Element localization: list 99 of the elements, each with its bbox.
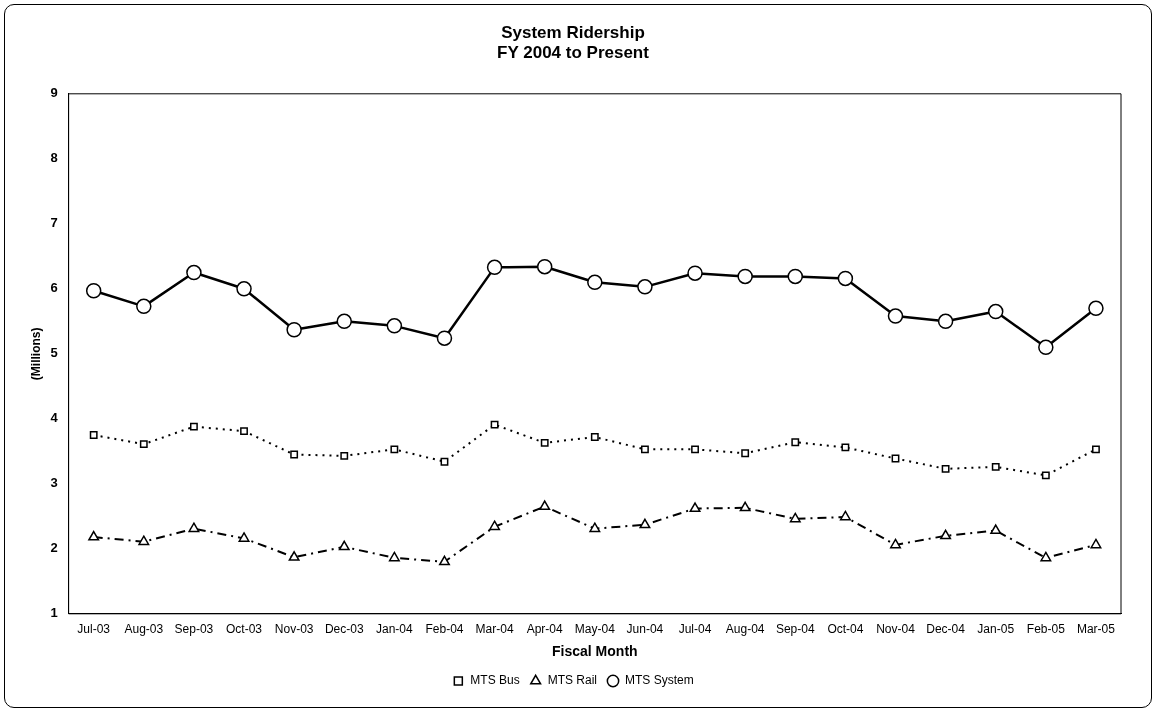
y-tick-label: 3: [50, 475, 58, 491]
x-tick-label: Nov-03: [274, 622, 314, 637]
point: [288, 551, 300, 561]
x-tick-label: Aug-03: [124, 622, 164, 637]
point: [837, 270, 854, 287]
x-tick-label: Feb-05: [1026, 622, 1066, 637]
point: [236, 281, 252, 297]
x-axis-title: Fiscal Month: [552, 643, 638, 660]
point: [987, 303, 1004, 320]
point: [286, 322, 302, 338]
point: [539, 500, 551, 511]
x-tick-label: Jan-05: [977, 622, 1015, 637]
point: [787, 268, 804, 285]
point: [841, 443, 850, 452]
point: [991, 462, 1000, 471]
point: [1088, 300, 1104, 317]
y-tick-label: 8: [50, 150, 58, 166]
x-tick-label: Apr-04: [526, 622, 564, 637]
point: [789, 512, 801, 523]
x-tick-label: Jul-04: [678, 622, 712, 637]
point: [687, 265, 703, 281]
point: [188, 522, 200, 533]
x-tick-label: Nov-04: [876, 622, 916, 637]
point: [486, 259, 503, 276]
x-tick-label: Jul-03: [77, 622, 111, 637]
point: [887, 308, 904, 324]
y-tick-label: 5: [50, 345, 58, 361]
point: [440, 457, 449, 466]
point: [590, 433, 599, 441]
point: [941, 464, 950, 473]
point: [436, 330, 453, 346]
point: [536, 258, 553, 275]
point: [540, 438, 549, 447]
x-tick-label: Jan-04: [376, 622, 414, 637]
x-tick-label: Feb-04: [425, 622, 464, 637]
point: [739, 501, 751, 512]
x-tick-label: May-04: [574, 622, 616, 637]
point: [386, 318, 403, 334]
x-tick-label: Dec-04: [926, 622, 966, 637]
point: [240, 427, 248, 436]
x-tick-label: Oct-03: [226, 622, 263, 637]
x-tick-label: Mar-04: [475, 622, 514, 637]
point: [1038, 339, 1054, 356]
point: [338, 540, 350, 551]
x-tick-label: Dec-03: [324, 622, 364, 637]
point: [238, 532, 250, 542]
point: [186, 264, 202, 281]
x-tick-label: Aug-04: [725, 622, 765, 637]
x-tick-label: Jun-04: [626, 622, 664, 637]
point: [438, 555, 450, 566]
point: [587, 274, 603, 291]
point: [89, 431, 98, 439]
point: [637, 279, 653, 295]
x-tick-label: Sep-04: [775, 622, 815, 637]
point: [1041, 471, 1050, 480]
x-tick-label: Sep-03: [174, 622, 214, 637]
y-tick-label: 7: [50, 215, 58, 231]
legend-label: MTS Rail: [547, 673, 598, 688]
point: [737, 268, 753, 285]
point: [641, 445, 649, 454]
chart-subtitle: FY 2004 to Present: [497, 43, 650, 63]
y-tick-label: 4: [50, 410, 59, 426]
legend-label: MTS System: [625, 673, 694, 688]
point: [336, 313, 352, 330]
x-tick-label: Mar-05: [1076, 622, 1116, 637]
point: [937, 313, 954, 330]
point: [791, 438, 800, 447]
point: [189, 422, 198, 431]
point: [490, 420, 499, 429]
point: [88, 530, 100, 541]
legend-label: MTS Bus: [470, 673, 520, 688]
point: [990, 524, 1002, 535]
point: [639, 518, 651, 529]
point: [940, 529, 952, 540]
point: [1090, 538, 1102, 549]
point: [741, 449, 750, 458]
y-tick-label: 2: [50, 540, 58, 556]
point: [839, 510, 851, 521]
y-tick-label: 6: [50, 280, 58, 296]
point: [889, 538, 902, 549]
x-tick-label: Oct-04: [827, 622, 864, 637]
point: [85, 283, 102, 299]
y-tick-label: 9: [50, 85, 58, 101]
chart-title: System Ridership: [501, 22, 645, 42]
point: [388, 551, 400, 562]
y-axis-title: (Millions): [28, 327, 43, 381]
point: [390, 445, 399, 454]
point: [589, 522, 601, 533]
point: [139, 440, 148, 449]
point: [138, 535, 150, 546]
point: [340, 451, 349, 460]
point: [1092, 445, 1100, 454]
y-tick-label: 1: [50, 605, 58, 621]
point: [691, 445, 699, 454]
point: [1040, 551, 1052, 562]
point: [489, 520, 501, 531]
point: [689, 502, 701, 512]
point: [136, 298, 152, 315]
point: [290, 450, 299, 459]
